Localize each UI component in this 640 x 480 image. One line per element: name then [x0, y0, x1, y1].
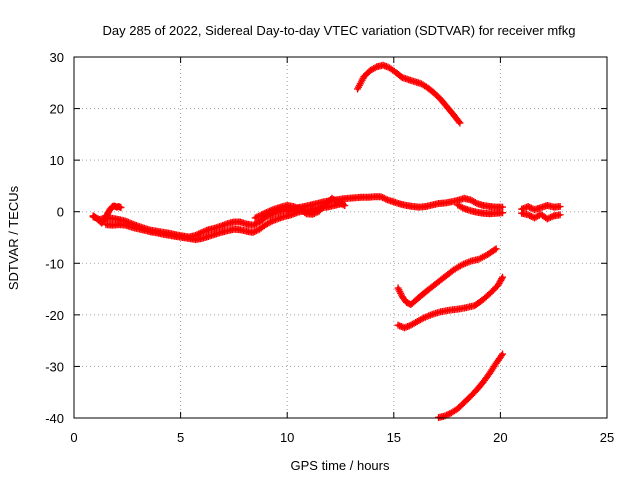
plot-frame — [73, 56, 608, 419]
series-arc-bottom — [435, 350, 507, 421]
y-tick-label: -30 — [45, 359, 64, 374]
data-point — [256, 212, 264, 220]
data-point — [251, 228, 259, 236]
data-point — [249, 228, 257, 236]
data-point — [499, 209, 507, 217]
x-tick-label: 15 — [387, 430, 401, 445]
data-point — [379, 194, 387, 202]
data-point — [459, 204, 467, 212]
y-tick-label: 0 — [57, 205, 64, 220]
data-point — [309, 210, 317, 218]
x-tick-label: 20 — [493, 430, 507, 445]
data-point — [556, 211, 564, 219]
data-point — [471, 199, 479, 207]
data-point — [547, 213, 555, 221]
series-band-e — [454, 201, 507, 218]
data-point — [338, 200, 346, 208]
data-point — [261, 209, 269, 217]
data-point — [524, 203, 532, 211]
x-tick-label: 0 — [70, 430, 77, 445]
data-point — [341, 202, 349, 210]
data-point — [548, 213, 556, 221]
data-point — [497, 352, 505, 360]
data-point — [249, 221, 257, 229]
data-point — [336, 199, 344, 207]
data-point — [455, 118, 463, 126]
data-point — [253, 213, 261, 221]
data-points — [89, 61, 564, 421]
data-point — [310, 210, 318, 218]
data-point — [545, 214, 553, 222]
data-point — [444, 410, 452, 418]
data-point — [252, 227, 260, 235]
series-band-c — [89, 202, 125, 227]
data-point — [251, 214, 259, 222]
data-point — [491, 246, 499, 254]
data-point — [456, 119, 464, 127]
series-arc-mid — [394, 245, 500, 309]
data-point — [251, 220, 259, 228]
y-tick-label: 30 — [50, 50, 64, 65]
y-tick-label: -20 — [45, 308, 64, 323]
data-point — [499, 273, 507, 281]
data-point — [498, 275, 506, 283]
data-point — [259, 210, 267, 218]
data-point — [267, 218, 275, 226]
series-late-b — [518, 209, 564, 223]
y-axis-label: SDTVAR / TECUs — [6, 185, 21, 290]
data-point — [492, 245, 500, 253]
x-tick-label: 10 — [280, 430, 294, 445]
data-point — [262, 208, 270, 216]
data-point — [371, 64, 379, 72]
x-axis-label: GPS time / hours — [291, 458, 390, 473]
series-band-d — [251, 194, 349, 222]
y-tick-label: 10 — [50, 153, 64, 168]
x-tick-label: 5 — [177, 430, 184, 445]
data-point — [526, 212, 534, 220]
data-point — [252, 220, 260, 228]
y-tick-label: 20 — [50, 102, 64, 117]
data-point — [556, 203, 564, 211]
data-point — [312, 209, 320, 217]
data-point — [301, 209, 309, 217]
data-point — [377, 193, 385, 201]
data-point — [499, 350, 507, 358]
grid-lines — [74, 57, 607, 418]
data-point — [339, 201, 347, 209]
data-point — [334, 198, 342, 206]
data-point — [382, 195, 390, 203]
data-point — [258, 211, 266, 219]
data-point — [443, 411, 451, 419]
data-point — [526, 203, 534, 211]
y-tick-label: -40 — [45, 411, 64, 426]
axis-ticks: 0 5 10 15 20 25 -40 -30 -20 -10 0 10 20 30 — [45, 50, 614, 445]
series-arc-top — [354, 61, 464, 127]
data-point — [418, 315, 426, 323]
data-point — [527, 204, 535, 212]
data-point — [117, 204, 125, 212]
data-point — [254, 212, 262, 220]
x-tick-label: 25 — [600, 430, 614, 445]
data-point — [543, 215, 551, 223]
chart-title: Day 285 of 2022, Sidereal Day-to-day VTE… — [103, 23, 576, 38]
data-point — [380, 194, 388, 202]
data-point — [524, 211, 532, 219]
y-tick-label: -10 — [45, 256, 64, 271]
series-arc-low — [394, 273, 507, 332]
series-late-a — [518, 202, 564, 214]
